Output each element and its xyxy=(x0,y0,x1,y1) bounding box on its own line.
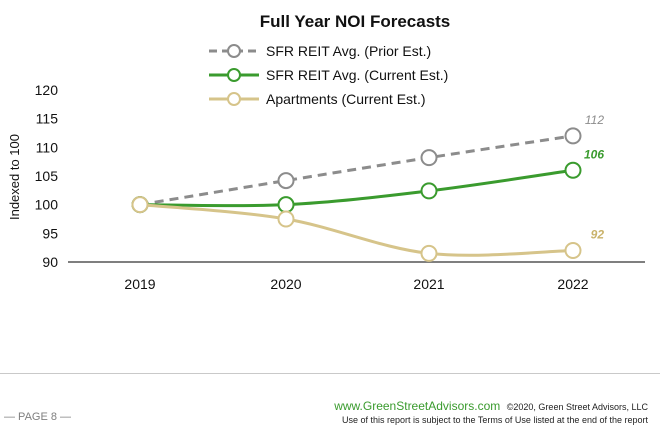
y-axis-label: Indexed to 100 xyxy=(7,134,22,220)
y-tick-label: 90 xyxy=(42,254,58,270)
x-tick-label: 2020 xyxy=(270,276,301,292)
legend-entry: Apartments (Current Est.) xyxy=(209,91,426,107)
series-sfr-reit-avg-current-est: 106 xyxy=(131,147,604,214)
data-point xyxy=(420,149,438,167)
data-point xyxy=(277,172,295,190)
end-data-label: 92 xyxy=(591,228,605,242)
series-line xyxy=(139,168,574,208)
copyright-text: ©2020, Green Street Advisors, LLC xyxy=(506,402,648,412)
data-point xyxy=(420,244,438,262)
chart: Full Year NOI Forecasts SFR REIT Avg. (P… xyxy=(7,12,645,292)
data-point xyxy=(564,242,582,260)
data-point xyxy=(564,161,582,179)
series-apartments-current-est: 92 xyxy=(131,196,605,262)
end-data-label: 106 xyxy=(584,147,604,161)
legend-label: SFR REIT Avg. (Prior Est.) xyxy=(266,43,431,59)
data-point xyxy=(564,127,582,145)
series-group: 112 106 92 xyxy=(131,113,605,262)
y-tick-label: 115 xyxy=(36,111,59,127)
data-point xyxy=(277,210,295,228)
data-point xyxy=(420,182,438,200)
legend: SFR REIT Avg. (Prior Est.) SFR REIT Avg. … xyxy=(209,43,448,107)
y-tick-label: 95 xyxy=(42,225,58,241)
x-axis-ticks: 2019 2020 2021 2022 xyxy=(124,276,588,292)
footer-divider xyxy=(0,373,660,374)
x-tick-label: 2021 xyxy=(413,276,444,292)
series-line xyxy=(139,203,574,257)
website-link[interactable]: www.GreenStreetAdvisors.com xyxy=(334,399,501,413)
y-tick-label: 120 xyxy=(35,82,59,98)
footer-credits: www.GreenStreetAdvisors.com ©2020, Green… xyxy=(334,399,648,425)
chart-title: Full Year NOI Forecasts xyxy=(260,12,451,31)
x-tick-label: 2019 xyxy=(124,276,155,292)
x-tick-label: 2022 xyxy=(557,276,588,292)
y-tick-label: 110 xyxy=(36,139,59,155)
y-tick-label: 100 xyxy=(35,197,59,213)
terms-text: Use of this report is subject to the Ter… xyxy=(342,415,648,425)
y-axis-ticks: 90 95 100 105 110 115 120 xyxy=(35,82,59,270)
page-number: — PAGE 8 — xyxy=(4,411,72,423)
legend-marker xyxy=(227,68,241,82)
legend-entry: SFR REIT Avg. (Current Est.) xyxy=(209,67,448,83)
end-data-label: 112 xyxy=(585,113,604,127)
series-line xyxy=(139,134,574,207)
data-point xyxy=(277,196,295,214)
legend-entry: SFR REIT Avg. (Prior Est.) xyxy=(209,43,431,59)
legend-label: Apartments (Current Est.) xyxy=(266,91,426,107)
legend-label: SFR REIT Avg. (Current Est.) xyxy=(266,67,448,83)
y-tick-label: 105 xyxy=(35,168,59,184)
legend-marker xyxy=(227,92,241,106)
data-point xyxy=(131,196,149,214)
legend-marker xyxy=(227,44,241,58)
